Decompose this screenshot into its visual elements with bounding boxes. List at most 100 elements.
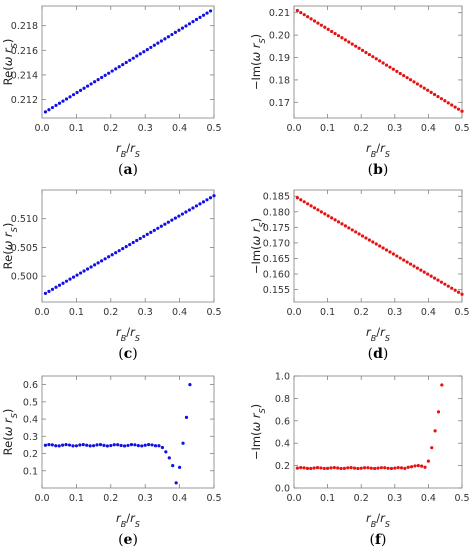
x-axis-label: rB/rS	[116, 141, 140, 159]
data-point	[369, 466, 373, 470]
x-tick-label: 0.2	[103, 123, 118, 134]
data-point	[312, 206, 317, 210]
data-point	[89, 82, 93, 86]
x-tick-label: 0.4	[172, 307, 187, 318]
data-point	[187, 22, 192, 26]
data-point	[384, 63, 389, 67]
data-point	[402, 258, 406, 262]
x-tick-label: 0.1	[69, 493, 84, 504]
y-tick-label: 0.175	[263, 223, 290, 234]
data-point	[350, 42, 354, 46]
x-tick-label: 0.2	[354, 307, 369, 318]
data-point	[347, 40, 351, 44]
data-point	[85, 84, 90, 88]
data-point	[78, 271, 83, 275]
data-point	[145, 232, 149, 236]
data-point	[152, 43, 156, 47]
data-point	[100, 75, 104, 80]
data-point	[391, 252, 395, 256]
data-point	[453, 288, 457, 292]
data-point	[131, 240, 135, 245]
y-tick-label: 0.180	[263, 207, 290, 218]
x-tick-label: 0.5	[206, 493, 221, 504]
panel-b: 0.0 0.1 0.2 0.3 0.4 0.5 0.17 0.18 0.19 0.20 0.21 rB…	[249, 5, 470, 178]
data-point	[408, 262, 413, 266]
data-point	[336, 34, 341, 38]
x-tick-label: 0.2	[354, 123, 369, 134]
data-point	[422, 270, 426, 274]
y-tick-label: 0.4	[23, 415, 38, 426]
data-point	[171, 464, 175, 468]
data-point	[419, 84, 423, 88]
data-point	[138, 236, 142, 241]
y-axis-label: −Im(ω rS)	[249, 404, 267, 460]
data-point	[177, 214, 181, 218]
data-point	[107, 71, 111, 75]
data-point	[156, 41, 160, 45]
data-point	[343, 224, 347, 228]
data-point	[50, 443, 54, 447]
data-point	[140, 444, 144, 448]
y-tick-label: 0.21	[269, 8, 290, 19]
data-point	[85, 443, 89, 447]
y-tick-label: 0.18	[269, 75, 290, 86]
data-point	[93, 263, 97, 267]
y-tick-label: 0.1	[23, 466, 38, 477]
y-axis-label: −Im(ω rS)	[249, 34, 267, 90]
data-point	[386, 466, 390, 470]
data-point	[388, 65, 392, 69]
data-point	[159, 39, 163, 43]
data-point	[309, 466, 313, 471]
data-point	[96, 261, 100, 265]
data-point	[383, 466, 387, 470]
data-point	[159, 224, 163, 228]
data-point	[142, 234, 146, 239]
x-axis-label: rB/rS	[366, 511, 390, 529]
data-point	[81, 442, 85, 447]
data-point	[412, 80, 416, 84]
data-point	[208, 9, 213, 13]
data-point	[384, 248, 389, 252]
data-point	[295, 466, 299, 470]
data-point	[349, 466, 353, 470]
data-point	[147, 443, 151, 447]
data-point	[319, 23, 323, 27]
data-point	[208, 196, 213, 200]
data-point	[299, 466, 303, 470]
data-point	[323, 212, 327, 216]
data-point	[374, 57, 378, 61]
data-point	[98, 443, 103, 447]
data-point	[388, 250, 392, 254]
data-point	[436, 278, 440, 282]
data-point	[133, 443, 137, 447]
x-tick-label: 0.3	[387, 493, 402, 504]
data-point	[426, 459, 430, 463]
data-point	[164, 450, 168, 454]
data-point	[71, 275, 76, 279]
x-tick-label: 0.4	[421, 307, 436, 318]
y-tick-label: 0.5	[23, 397, 38, 408]
x-axis-label: rB/rS	[366, 325, 390, 343]
data-point	[88, 444, 92, 448]
data-point	[64, 97, 69, 101]
panel-f: 0.0 0.1 0.2 0.3 0.4 0.5 0.0 0.2 0.4 0.6 0.8 1.0 rB/r…	[249, 372, 470, 549]
data-point	[309, 204, 313, 208]
data-point	[305, 466, 310, 470]
data-point	[149, 230, 153, 234]
y-tick-label: 0.212	[11, 95, 38, 106]
data-point	[64, 279, 69, 283]
data-point	[194, 204, 199, 208]
plot-frame	[293, 189, 463, 303]
data-point	[124, 244, 128, 249]
y-tick-label: 0.2	[23, 449, 38, 460]
data-point	[121, 247, 125, 251]
data-point	[128, 242, 132, 247]
data-point	[374, 242, 378, 246]
data-point	[110, 69, 114, 73]
x-tick-label: 0.1	[69, 123, 84, 134]
x-tick-label: 0.2	[103, 307, 118, 318]
y-tick-label: 0.510	[11, 214, 38, 225]
data-point	[339, 466, 343, 471]
data-point	[391, 67, 395, 71]
